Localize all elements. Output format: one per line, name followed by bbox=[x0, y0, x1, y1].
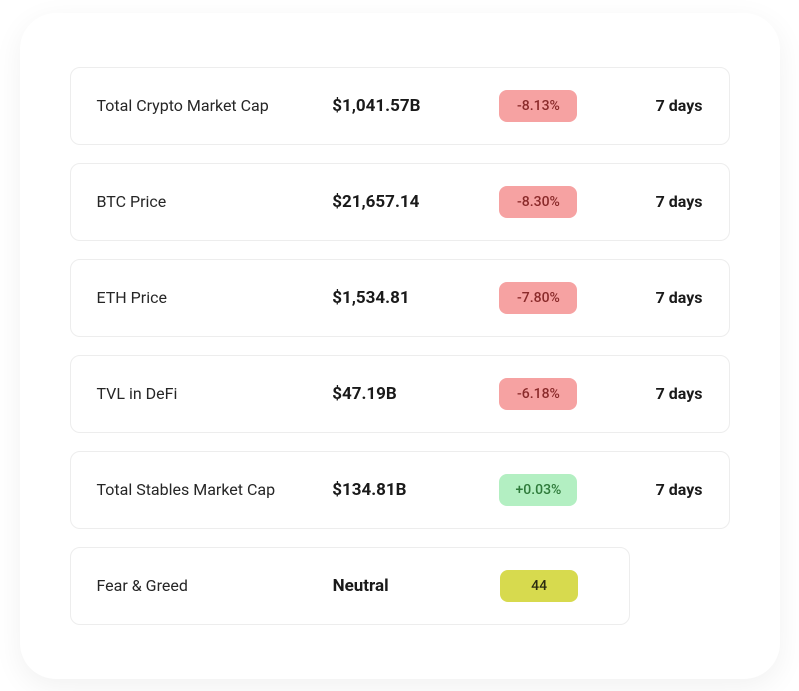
metric-change-pill: -6.18% bbox=[499, 378, 577, 410]
metric-value: $1,534.81 bbox=[332, 288, 467, 308]
metric-change-pill: -7.80% bbox=[499, 282, 577, 314]
metric-row: Total Crypto Market Cap $1,041.57B -8.13% 7… bbox=[70, 67, 730, 145]
metric-change-pill: -8.13% bbox=[499, 90, 577, 122]
metric-period: 7 days bbox=[610, 96, 703, 115]
metric-label: Total Crypto Market Cap bbox=[97, 96, 325, 115]
metric-period: 7 days bbox=[610, 480, 703, 499]
metric-value: $134.81B bbox=[332, 480, 467, 500]
metric-pill-wrap: -8.30% bbox=[475, 186, 602, 218]
metric-label: BTC Price bbox=[97, 192, 325, 211]
metrics-card: Total Crypto Market Cap $1,041.57B -8.13% 7… bbox=[20, 13, 780, 679]
metric-label: Total Stables Market Cap bbox=[97, 480, 325, 499]
metric-label: Fear & Greed bbox=[97, 576, 325, 595]
metric-pill-wrap: -6.18% bbox=[475, 378, 602, 410]
metric-row: BTC Price $21,657.14 -8.30% 7 days bbox=[70, 163, 730, 241]
metric-change-pill: +0.03% bbox=[499, 474, 577, 506]
metric-value: $47.19B bbox=[332, 384, 467, 404]
metric-row: Fear & Greed Neutral 44 bbox=[70, 547, 630, 625]
metric-value: Neutral bbox=[333, 576, 468, 596]
metric-label: ETH Price bbox=[97, 288, 325, 307]
metrics-rows: Total Crypto Market Cap $1,041.57B -8.13% 7… bbox=[70, 67, 730, 625]
metric-value: $1,041.57B bbox=[332, 96, 467, 116]
metric-value: $21,657.14 bbox=[332, 192, 467, 212]
metric-row: TVL in DeFi $47.19B -6.18% 7 days bbox=[70, 355, 730, 433]
metric-change-pill: -8.30% bbox=[499, 186, 577, 218]
metric-row: ETH Price $1,534.81 -7.80% 7 days bbox=[70, 259, 730, 337]
metric-period: 7 days bbox=[610, 384, 703, 403]
metric-pill-wrap: -7.80% bbox=[475, 282, 602, 314]
metric-label: TVL in DeFi bbox=[97, 384, 325, 403]
metric-pill-wrap: +0.03% bbox=[475, 474, 602, 506]
metric-period: 7 days bbox=[610, 192, 703, 211]
metric-row: Total Stables Market Cap $134.81B +0.03% 7 … bbox=[70, 451, 730, 529]
metric-period: 7 days bbox=[610, 288, 703, 307]
metric-pill-wrap: 44 bbox=[476, 570, 603, 602]
metric-change-pill: 44 bbox=[500, 570, 578, 602]
metric-pill-wrap: -8.13% bbox=[475, 90, 602, 122]
